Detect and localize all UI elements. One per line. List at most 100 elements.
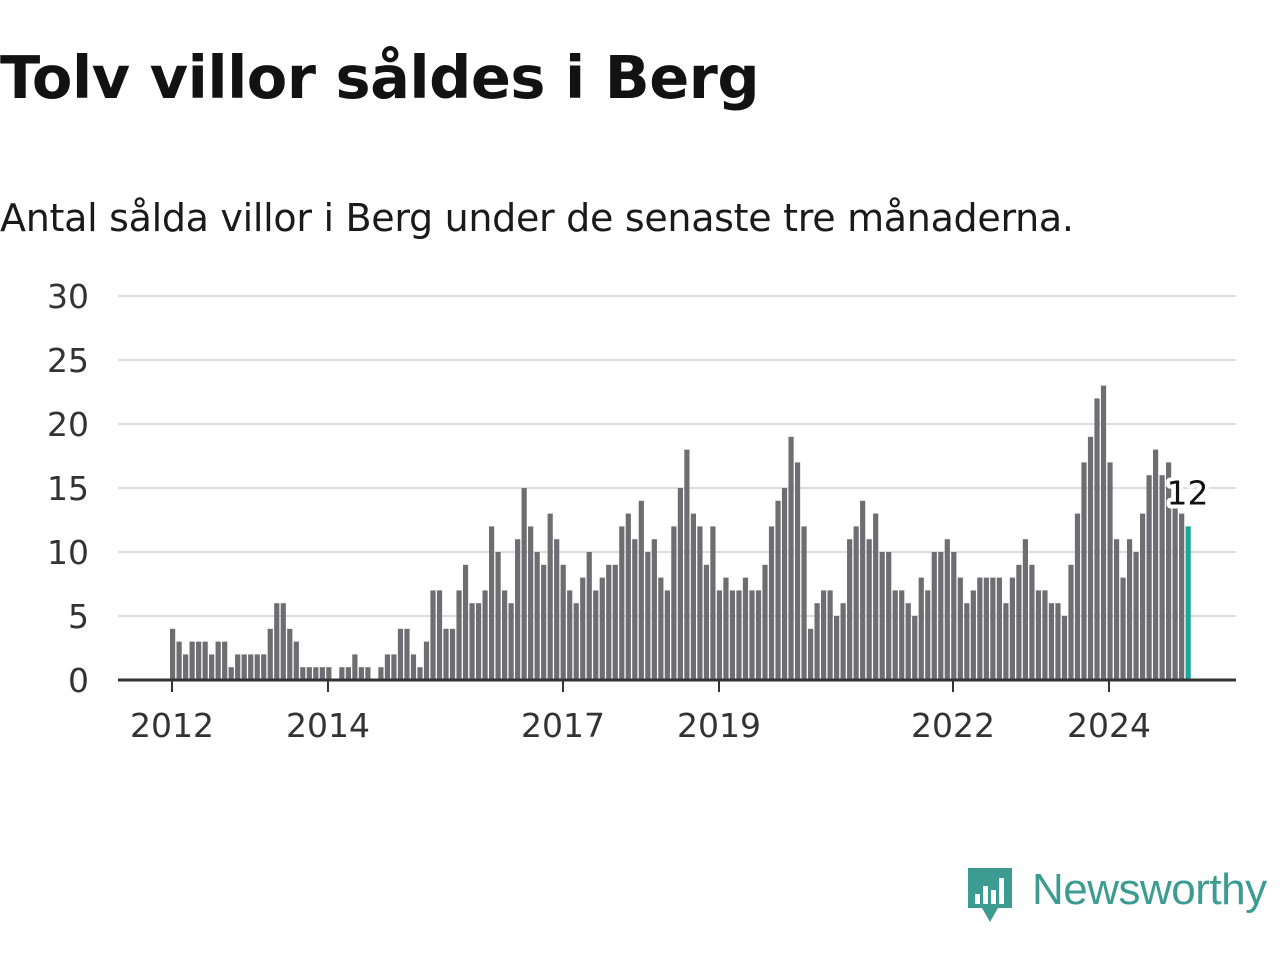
bar	[326, 667, 332, 680]
bar	[716, 590, 723, 680]
bar	[775, 500, 781, 680]
bar	[736, 590, 742, 680]
bar	[860, 500, 866, 680]
bar	[1061, 616, 1068, 680]
bar	[814, 603, 820, 680]
y-tick-label: 20	[47, 405, 89, 444]
bar	[495, 552, 501, 680]
bar	[560, 564, 566, 680]
bar	[762, 564, 768, 680]
bar	[944, 539, 950, 680]
bar	[209, 654, 215, 680]
bar	[274, 603, 280, 680]
bar	[176, 641, 182, 680]
bar	[1022, 539, 1029, 680]
bar	[671, 526, 677, 680]
bar	[1133, 552, 1139, 680]
bar	[547, 513, 553, 680]
bar	[703, 564, 710, 680]
bar	[443, 628, 449, 680]
bar	[834, 616, 840, 680]
bar	[410, 654, 417, 680]
bar	[1035, 590, 1042, 680]
bar	[534, 552, 540, 680]
bar	[573, 603, 579, 680]
bar	[482, 590, 488, 680]
bar	[488, 526, 495, 680]
y-tick-label: 25	[47, 341, 89, 380]
bar	[606, 564, 612, 680]
bar	[358, 667, 364, 680]
bar	[183, 654, 189, 680]
bar	[664, 590, 670, 680]
bar	[625, 513, 631, 680]
bar	[1029, 564, 1035, 680]
bar	[339, 667, 345, 680]
bar	[384, 654, 391, 680]
y-tick-label: 5	[68, 597, 89, 636]
bar	[1166, 462, 1172, 680]
bar	[847, 539, 853, 680]
highlight-value-label: 12	[1167, 473, 1209, 512]
brand-logo[interactable]: Newsworthy	[964, 860, 1280, 930]
bar	[235, 654, 241, 680]
bar	[957, 577, 963, 680]
bar	[1120, 577, 1126, 680]
bar	[248, 654, 254, 680]
bar	[612, 564, 618, 680]
bar	[1087, 436, 1094, 680]
bar	[1179, 513, 1185, 680]
bar	[397, 628, 404, 680]
bar	[892, 590, 898, 680]
bar	[1016, 564, 1022, 680]
bar	[768, 526, 775, 680]
bar	[300, 667, 306, 680]
bar	[554, 539, 560, 680]
bar	[879, 552, 885, 680]
bar	[905, 603, 911, 680]
bar	[788, 436, 794, 680]
bar	[807, 628, 814, 680]
bar	[1068, 564, 1074, 680]
bar	[729, 590, 736, 680]
y-tick-label: 30	[47, 277, 89, 316]
bar	[365, 667, 371, 680]
bar	[755, 590, 762, 680]
bar	[430, 590, 436, 680]
bar	[189, 641, 195, 680]
bar	[938, 552, 944, 680]
bar	[313, 667, 319, 680]
bar	[1139, 513, 1146, 680]
bar	[1094, 398, 1100, 680]
bar	[931, 552, 937, 680]
bar	[599, 577, 605, 680]
bar	[821, 590, 827, 680]
bar	[261, 654, 267, 680]
bar	[1113, 539, 1120, 680]
bar	[827, 590, 833, 680]
brand-name: Newsworthy	[1032, 865, 1267, 914]
bar	[964, 603, 970, 680]
bar	[196, 641, 202, 680]
bar	[886, 552, 892, 680]
bar	[1126, 539, 1133, 680]
x-tick-label: 2024	[1067, 706, 1151, 745]
bar	[977, 577, 983, 680]
y-tick-label: 0	[68, 661, 89, 700]
bar	[228, 667, 234, 680]
bar	[1172, 488, 1178, 680]
bar	[723, 577, 729, 680]
bar	[638, 500, 644, 680]
bar	[306, 667, 312, 680]
bar	[436, 590, 443, 680]
bar	[918, 577, 924, 680]
bar	[567, 590, 573, 680]
bar	[515, 539, 521, 680]
bar	[912, 616, 918, 680]
bar	[632, 539, 638, 680]
bar	[215, 641, 221, 680]
bar	[697, 526, 703, 680]
bar	[801, 526, 807, 680]
bar	[983, 577, 989, 680]
bar	[222, 641, 228, 680]
